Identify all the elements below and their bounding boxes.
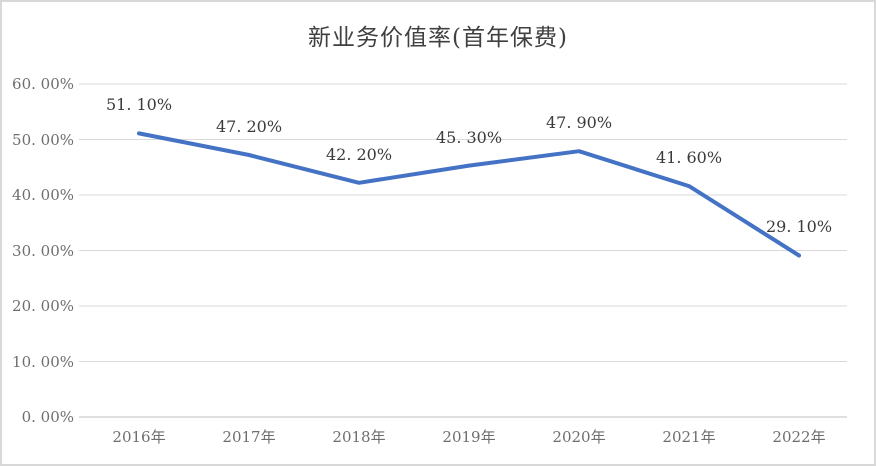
chart-title: 新业务价值率(首年保费) (308, 25, 568, 51)
y-axis-tick: 0. 00% (21, 408, 74, 426)
x-axis-tick: 2021年 (662, 428, 716, 446)
y-axis-tick: 30. 00% (12, 241, 74, 260)
x-axis-tick: 2016年 (112, 428, 166, 446)
data-label: 42. 20% (325, 144, 393, 164)
y-axis-tick: 40. 00% (12, 186, 74, 204)
data-label: 47. 20% (215, 117, 283, 137)
y-axis-tick: 60. 00% (12, 75, 74, 93)
x-axis-tick: 2018年 (332, 428, 386, 446)
data-label: 29. 10% (765, 217, 833, 237)
y-axis-tick: 50. 00% (12, 130, 74, 149)
x-axis-tick: 2022年 (772, 428, 826, 446)
y-axis-tick: 10. 00% (12, 352, 74, 371)
y-axis-tick: 20. 00% (12, 297, 74, 315)
data-label: 51. 10% (105, 95, 173, 115)
x-axis-tick: 2017年 (222, 428, 276, 446)
data-label: 45. 30% (435, 127, 503, 147)
data-label: 41. 60% (655, 148, 723, 168)
x-axis-tick: 2019年 (442, 428, 496, 446)
data-label: 47. 90% (545, 113, 613, 133)
x-axis-tick: 2020年 (552, 428, 606, 446)
line-series (137, 131, 801, 258)
